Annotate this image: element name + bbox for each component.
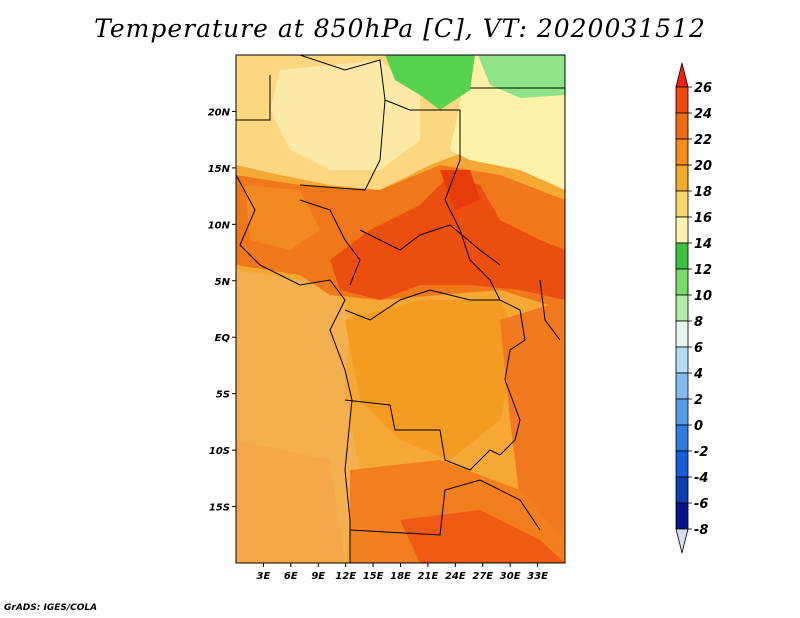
field-hot-core-2	[440, 170, 480, 210]
colorbar-swatch	[675, 476, 689, 504]
border-kenya	[539, 279, 561, 341]
colorbar-swatch	[675, 294, 689, 322]
lat-tick-label: 5N	[215, 277, 231, 288]
colorbar-swatch	[675, 242, 689, 270]
colorbar-swatch	[675, 346, 689, 374]
colorbar-label: 2	[694, 393, 703, 408]
border-cameroon-car	[359, 224, 501, 266]
colorbar-swatch	[675, 450, 689, 478]
lat-tick-label: 15N	[208, 164, 231, 175]
colorbar-label: 8	[694, 315, 703, 330]
colorbar-swatch	[675, 268, 689, 296]
lon-tick-label: 21E	[418, 571, 439, 582]
colorbar-swatch	[675, 164, 689, 192]
field-west-warm	[245, 185, 320, 250]
field-green-north	[385, 55, 475, 110]
lon-tick-label: 3E	[257, 571, 271, 582]
lat-tick-label: 10S	[209, 446, 230, 457]
lon-tick-label: 30E	[500, 571, 521, 582]
border-east-africa	[499, 309, 526, 456]
colorbar-label: -2	[694, 445, 708, 460]
border-congo-north	[344, 289, 521, 321]
colorbar-swatch	[675, 112, 689, 140]
colorbar-label: -6	[694, 497, 708, 512]
colorbar-label: 14	[694, 237, 712, 252]
lat-tick-label: 10N	[208, 220, 231, 231]
lat-tick-label: 5S	[216, 390, 230, 401]
colorbar-label: 0	[694, 419, 703, 434]
colorbar-label: 10	[694, 289, 712, 304]
lon-tick-label: 18E	[390, 571, 411, 582]
lat-axis: 20N 15N 10N 5N EQ 5S 10S 15S	[208, 107, 236, 514]
grads-credit: GrADS: IGES/COLA	[4, 603, 98, 613]
border-chad-sudan	[384, 99, 501, 301]
colorbar-label: 26	[694, 81, 712, 96]
colorbar-label: 16	[694, 211, 712, 226]
field-sahara-pale	[270, 60, 420, 170]
colorbar-label: 4	[693, 367, 703, 382]
colorbar-label: -8	[694, 523, 708, 538]
lon-axis: 3E 6E 9E 12E 15E 18E 21E 24E 27E 30E 33E	[257, 563, 548, 582]
border-west-coast	[236, 174, 353, 563]
colorbar-swatch	[675, 216, 689, 244]
colorbar-swatch	[675, 372, 689, 400]
border-southern	[349, 479, 541, 536]
lon-tick-label: 27E	[472, 571, 493, 582]
border-sahel	[236, 75, 271, 121]
border-drc-angola	[344, 399, 501, 471]
lon-tick-label: 6E	[284, 571, 298, 582]
colorbar-label: 24	[694, 107, 712, 122]
colorbar-label: 6	[694, 341, 703, 356]
field-congo	[345, 300, 520, 460]
lon-tick-label: 15E	[363, 571, 384, 582]
colorbar-label: -4	[694, 471, 708, 486]
field-green-ne	[478, 55, 565, 98]
field-ocean-south	[236, 440, 345, 563]
lon-tick-label: 9E	[311, 571, 325, 582]
colorbar-label: 22	[694, 133, 712, 148]
field-east-warm	[500, 300, 565, 540]
colorbar-label: 12	[694, 263, 712, 278]
border-nigeria	[299, 199, 361, 286]
lon-tick-label: 33E	[527, 571, 548, 582]
country-borders	[236, 55, 565, 563]
temperature-field	[236, 55, 565, 563]
colorbar-arrow-top	[675, 62, 689, 88]
colorbar-swatch	[675, 138, 689, 166]
lon-tick-label: 12E	[335, 571, 356, 582]
colorbar-swatch	[675, 190, 689, 218]
colorbar-swatch	[675, 320, 689, 348]
colorbar-label: 20	[694, 159, 712, 174]
lat-tick-label: 15S	[209, 503, 230, 514]
colorbar-swatch	[675, 86, 689, 114]
map-title: Temperature at 850hPa [C], VT: 202003151…	[94, 14, 706, 43]
field-hot-core	[330, 175, 565, 300]
colorbar-swatch	[675, 398, 689, 426]
lat-tick-label: 20N	[208, 107, 231, 118]
lat-tick-label: EQ	[215, 333, 231, 344]
colorbar-label: 18	[694, 185, 712, 200]
colorbar-swatch	[675, 502, 689, 530]
lon-tick-label: 24E	[445, 571, 466, 582]
colorbar-arrow-bottom	[675, 528, 689, 554]
colorbar-swatch	[675, 424, 689, 452]
